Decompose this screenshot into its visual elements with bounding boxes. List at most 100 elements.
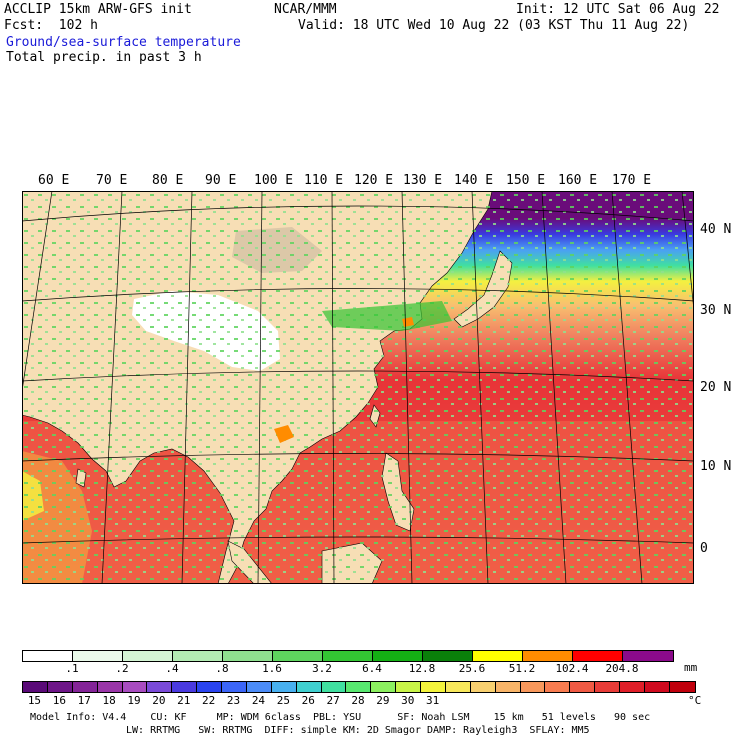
colorbar-swatch (445, 682, 471, 692)
graticule (22, 191, 694, 584)
field-label-sst: Ground/sea-surface temperature (6, 35, 241, 50)
colorbar-swatch (623, 651, 673, 661)
colorbar-tick-label: 12.8 (408, 662, 436, 675)
lon-label: 150 E (506, 173, 546, 188)
lon-label: 130 E (403, 173, 443, 188)
precip-field (22, 191, 694, 584)
colorbar-swatch (473, 651, 523, 661)
colorbar-swatch (173, 651, 223, 661)
colorbar-tick-label: 26 (301, 694, 315, 707)
colorbar-swatch (495, 682, 521, 692)
weather-map (22, 191, 694, 584)
colorbar-tick-label: 31 (426, 694, 440, 707)
colorbar-tick-label: .8 (215, 662, 229, 675)
colorbar-swatch (223, 651, 273, 661)
colorbar-tick-label: 24 (251, 694, 266, 707)
lon-label: 70 E (96, 173, 128, 188)
precip-core (274, 425, 294, 443)
model-info: Model Info: V4.4 CU: KF MP: WDM 6class P… (30, 712, 651, 723)
colorbar-swatch (73, 651, 123, 661)
colorbar-tick-label: 51.2 (508, 662, 536, 675)
colorbar-tick-label: 6.4 (362, 662, 382, 675)
lon-label: 80 E (152, 173, 184, 188)
colorbar-tick-label: 27 (326, 694, 340, 707)
colorbar-tick-label: .1 (65, 662, 79, 675)
lon-label: 170 E (612, 173, 652, 188)
colorbar-tick-label: 18 (102, 694, 116, 707)
lon-label: 60 E (38, 173, 70, 188)
colorbar-swatch (545, 682, 571, 692)
colorbar-tick-label: 16 (52, 694, 66, 707)
precip-colorbar (22, 650, 674, 662)
temp-unit: °C (688, 694, 702, 707)
colorbar-tick-label: 19 (127, 694, 141, 707)
colorbar-swatch (271, 682, 297, 692)
precip-unit: mm (684, 661, 698, 674)
lat-label: 20 N (700, 380, 732, 395)
colorbar-tick-label: 204.8 (605, 662, 639, 675)
colorbar-swatch (222, 682, 247, 692)
colorbar-swatch (373, 651, 423, 661)
colorbar-tick-label: 28 (351, 694, 365, 707)
lat-label: 40 N (700, 222, 732, 237)
colorbar-swatch (573, 651, 623, 661)
colorbar-swatch (172, 682, 198, 692)
colorbar-swatch (47, 682, 73, 692)
colorbar-tick-label: 102.4 (555, 662, 589, 675)
precip-band (322, 301, 452, 331)
colorbar-tick-label: .4 (165, 662, 179, 675)
lon-label: 90 E (205, 173, 237, 188)
colorbar-swatch (321, 682, 347, 692)
lon-label: 140 E (454, 173, 494, 188)
colorbar-swatch (669, 682, 695, 692)
model-title: ACCLIP 15km ARW-GFS init (4, 2, 192, 17)
colorbar-tick-label: 25 (276, 694, 290, 707)
colorbar-swatch (570, 682, 596, 692)
valid-time: Valid: 18 UTC Wed 10 Aug 22 (03 KST Thu … (298, 18, 690, 33)
org-label: NCAR/MMM (274, 2, 337, 17)
colorbar-swatch (147, 682, 173, 692)
colorbar-swatch (371, 682, 397, 692)
colorbar-tick-label: 17 (77, 694, 91, 707)
lat-label: 0 (700, 541, 708, 556)
colorbar-swatch (423, 651, 473, 661)
lat-label: 10 N (700, 459, 732, 474)
lon-label: 110 E (304, 173, 344, 188)
colorbar-tick-label: 3.2 (312, 662, 332, 675)
lat-label: 30 N (700, 303, 732, 318)
colorbar-tick-label: 23 (226, 694, 241, 707)
colorbar-swatch (470, 682, 496, 692)
colorbar-tick-label: 1.6 (262, 662, 282, 675)
colorbar-tick-label: 22 (202, 694, 216, 707)
lon-label: 100 E (254, 173, 294, 188)
colorbar-swatch (595, 682, 620, 692)
lon-label: 160 E (558, 173, 598, 188)
colorbar-swatch (273, 651, 323, 661)
model-physics: LW: RRTMG SW: RRTMG DIFF: simple KM: 2D … (126, 725, 590, 736)
colorbar-tick-label: 30 (401, 694, 415, 707)
colorbar-swatch (246, 682, 272, 692)
colorbar-swatch (122, 682, 148, 692)
colorbar-swatch (123, 651, 173, 661)
colorbar-swatch (523, 651, 573, 661)
colorbar-swatch (396, 682, 421, 692)
colorbar-swatch (323, 651, 373, 661)
colorbar-tick-label: 21 (177, 694, 191, 707)
colorbar-swatch (23, 682, 48, 692)
colorbar-tick-label: 29 (376, 694, 390, 707)
colorbar-swatch (296, 682, 322, 692)
colorbar-swatch (520, 682, 546, 692)
colorbar-tick-label: 15 (27, 694, 42, 707)
colorbar-tick-label: 25.6 (458, 662, 486, 675)
colorbar-swatch (346, 682, 372, 692)
colorbar-tick-label: .2 (115, 662, 129, 675)
field-label-precip: Total precip. in past 3 h (6, 50, 202, 65)
colorbar-swatch (644, 682, 670, 692)
colorbar-swatch (97, 682, 123, 692)
temp-colorbar (22, 681, 696, 693)
colorbar-swatch (421, 682, 446, 692)
colorbar-swatch (23, 651, 73, 661)
colorbar-swatch (72, 682, 98, 692)
forecast-hour: Fcst: 102 h (4, 18, 98, 33)
colorbar-tick-label: 20 (152, 694, 166, 707)
